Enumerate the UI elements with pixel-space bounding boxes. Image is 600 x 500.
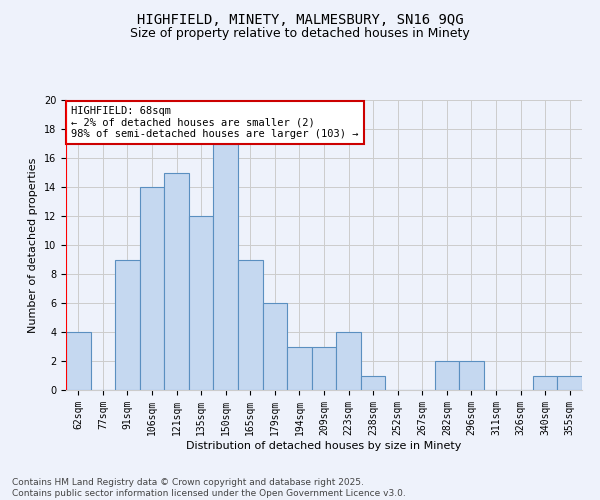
Bar (459, 361, 484, 390)
Text: Contains HM Land Registry data © Crown copyright and database right 2025.
Contai: Contains HM Land Registry data © Crown c… (12, 478, 406, 498)
Bar (533, 376, 557, 390)
Bar (263, 303, 287, 390)
Bar (557, 376, 582, 390)
Bar (140, 187, 164, 390)
Bar (434, 361, 459, 390)
Bar (312, 346, 336, 390)
Text: HIGHFIELD: 68sqm
← 2% of detached houses are smaller (2)
98% of semi-detached ho: HIGHFIELD: 68sqm ← 2% of detached houses… (71, 106, 359, 139)
Bar (214, 144, 238, 390)
Bar (66, 332, 91, 390)
Bar (336, 332, 361, 390)
Bar (361, 376, 385, 390)
Bar (287, 346, 312, 390)
Bar (164, 172, 189, 390)
Bar (238, 260, 263, 390)
Y-axis label: Number of detached properties: Number of detached properties (28, 158, 38, 332)
X-axis label: Distribution of detached houses by size in Minety: Distribution of detached houses by size … (187, 440, 461, 450)
Text: Size of property relative to detached houses in Minety: Size of property relative to detached ho… (130, 28, 470, 40)
Bar (189, 216, 214, 390)
Text: HIGHFIELD, MINETY, MALMESBURY, SN16 9QG: HIGHFIELD, MINETY, MALMESBURY, SN16 9QG (137, 12, 463, 26)
Bar (115, 260, 140, 390)
